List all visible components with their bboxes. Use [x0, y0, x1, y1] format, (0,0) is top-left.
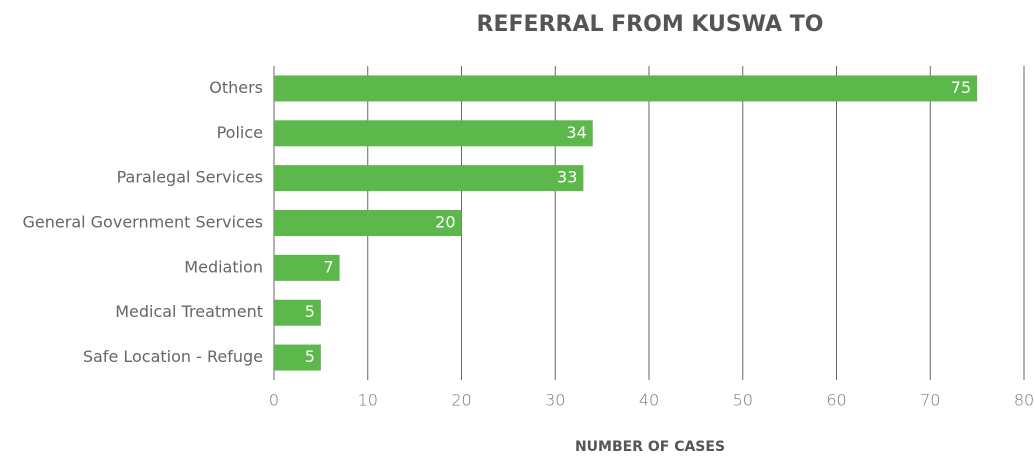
data-label: 5 — [305, 302, 315, 321]
data-label: 75 — [951, 78, 971, 97]
bar — [274, 254, 340, 281]
x-tick-label: 60 — [826, 391, 846, 410]
y-tick-label: General Government Services — [23, 213, 263, 232]
x-tick-label: 20 — [451, 391, 471, 410]
bar — [274, 75, 978, 102]
x-tick-label: 50 — [733, 391, 753, 410]
x-tick-label: 80 — [1014, 391, 1034, 410]
y-tick-label: Others — [209, 78, 263, 97]
x-tick-label: 30 — [545, 391, 565, 410]
bar — [274, 120, 593, 147]
y-tick-label: Police — [217, 123, 263, 142]
x-axis-label: NUMBER OF CASES — [575, 439, 725, 455]
x-tick-label: 70 — [920, 391, 940, 410]
x-tick-label: 10 — [358, 391, 378, 410]
y-tick-label: Medical Treatment — [115, 302, 263, 321]
bar — [274, 344, 321, 371]
y-tick-label: Safe Location - Refuge — [83, 347, 263, 366]
data-label: 33 — [557, 168, 577, 187]
x-tick-label: 40 — [639, 391, 659, 410]
data-label: 5 — [305, 347, 315, 366]
bar — [274, 165, 584, 192]
data-label: 34 — [566, 123, 586, 142]
bar — [274, 210, 462, 236]
chart-title: REFERRAL FROM KUSWA TO — [477, 12, 824, 37]
data-label: 7 — [323, 257, 333, 276]
y-tick-label: Mediation — [184, 257, 263, 276]
x-tick-label: 0 — [269, 391, 279, 410]
bar — [274, 299, 321, 326]
y-tick-label: Paralegal Services — [117, 168, 263, 187]
data-label: 20 — [435, 213, 455, 232]
